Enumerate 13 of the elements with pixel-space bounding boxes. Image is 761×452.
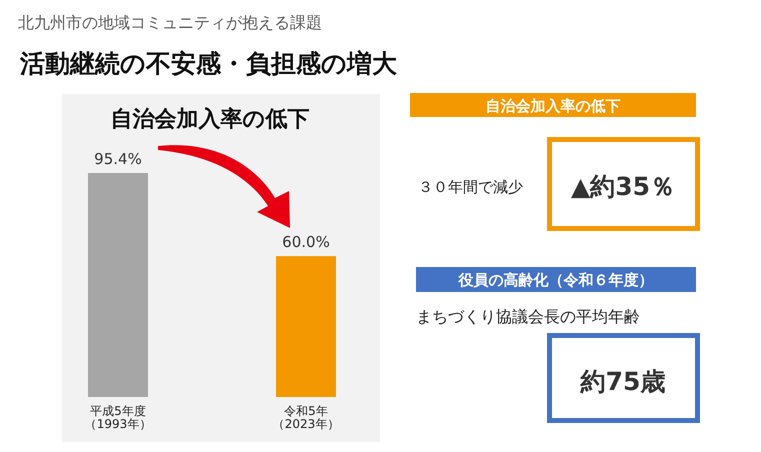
text: まちづくり協議会長の平均年齢 [416,307,640,326]
data-label: 95.4% [94,150,142,168]
text: 活動継続の不安感・負担感の増大 [19,49,398,78]
text: ▲約35％ [570,172,676,201]
text: 役員の高齢化（令和６年度） [458,271,654,289]
text: 約75歳 [580,367,666,396]
chart-title: 自治会加入率の低下 [110,106,310,132]
text: 北九州市の地域コミュニティが抱える課題 [18,13,322,32]
data-label: 60.0% [282,233,330,252]
text: ３０年間で減少 [418,178,523,196]
x-tick-label: 平成5年度（1993年） [84,404,152,431]
text: 自治会加入率の低下 [486,97,620,115]
x-tick-label: 令和5年（2023年） [272,404,340,431]
